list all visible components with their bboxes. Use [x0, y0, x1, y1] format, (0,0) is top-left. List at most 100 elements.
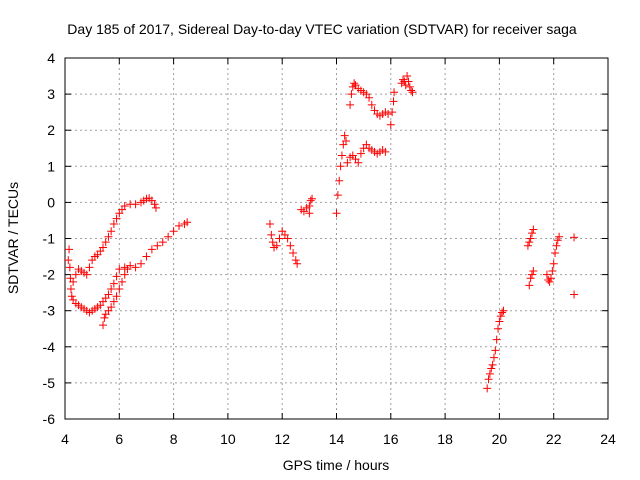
data-point: [527, 229, 536, 238]
data-point: [112, 272, 121, 281]
y-tick-label: -3: [43, 303, 56, 319]
data-point: [265, 220, 274, 229]
x-tick-label: 14: [329, 431, 345, 447]
data-point: [308, 194, 317, 203]
data-point: [545, 277, 554, 286]
data-point: [120, 270, 129, 279]
data-point: [487, 364, 496, 373]
data-point: [65, 263, 74, 272]
data-point: [354, 158, 363, 167]
y-tick-label: -1: [43, 231, 56, 247]
x-tick-label: 22: [546, 431, 562, 447]
x-tick-label: 4: [61, 431, 69, 447]
data-point: [131, 263, 140, 272]
data-point: [570, 290, 579, 299]
data-point: [525, 281, 534, 290]
data-point: [115, 265, 124, 274]
data-point: [82, 270, 91, 279]
data-point: [499, 306, 508, 315]
data-point: [489, 353, 498, 362]
data-point: [67, 292, 76, 301]
data-point: [131, 200, 140, 209]
data-point: [526, 234, 535, 243]
data-point: [123, 265, 132, 274]
data-cluster: [386, 88, 399, 129]
data-point: [408, 88, 417, 97]
data-point: [107, 227, 116, 236]
data-point: [336, 162, 345, 171]
data-point: [112, 214, 121, 223]
data-point: [367, 100, 376, 109]
data-point: [268, 238, 277, 247]
data-cluster: [265, 220, 302, 268]
data-point: [492, 335, 501, 344]
x-tick-label: 16: [383, 431, 399, 447]
data-point: [356, 149, 365, 158]
data-point: [335, 176, 344, 185]
y-tick-label: 1: [47, 158, 55, 174]
data-point: [85, 263, 94, 272]
data-point: [291, 256, 300, 265]
data-point: [272, 241, 281, 250]
data-point: [552, 241, 561, 250]
data-point: [388, 108, 397, 117]
data-point: [101, 238, 110, 247]
data-point: [332, 209, 341, 218]
data-point: [158, 238, 167, 247]
axis-ticks: [64, 57, 609, 420]
data-point: [137, 259, 146, 268]
data-cluster: [523, 225, 538, 290]
x-tick-label: 6: [115, 431, 123, 447]
data-cluster: [99, 265, 132, 330]
data-point: [107, 303, 116, 312]
y-tick-label: 2: [47, 122, 55, 138]
data-point: [365, 93, 374, 102]
data-point: [389, 97, 398, 106]
data-point: [404, 77, 413, 86]
data-point: [109, 297, 118, 306]
data-cluster: [297, 194, 317, 218]
data-point: [109, 279, 118, 288]
data-point: [407, 86, 416, 95]
data-cluster: [346, 79, 393, 120]
data-point: [546, 274, 555, 283]
y-tick-label: 3: [47, 86, 55, 102]
y-tick-label: -2: [43, 267, 56, 283]
data-point: [399, 75, 408, 84]
y-axis-title: SDTVAR / TECUs: [5, 182, 21, 294]
x-tick-label: 12: [274, 431, 290, 447]
data-point: [346, 100, 355, 109]
data-point: [491, 346, 500, 355]
data-point: [570, 233, 579, 242]
data-cluster: [397, 72, 417, 97]
data-point: [384, 109, 393, 118]
data-point: [289, 248, 298, 257]
y-tick-label: -6: [43, 411, 56, 427]
y-tick-label: 0: [47, 194, 55, 210]
data-point: [142, 252, 151, 261]
data-cluster: [570, 233, 579, 299]
data-point: [498, 308, 507, 317]
data-point: [293, 259, 302, 268]
data-point: [120, 202, 129, 211]
data-point: [390, 88, 399, 97]
data-point: [118, 277, 127, 286]
chart-title: Day 185 of 2017, Sidereal Day-to-day VTE…: [67, 21, 577, 37]
data-point: [542, 270, 551, 279]
x-tick-label: 20: [492, 431, 508, 447]
data-point: [553, 236, 562, 245]
data-point: [350, 79, 359, 88]
data-point: [343, 158, 352, 167]
data-point: [164, 232, 173, 241]
data-point: [381, 147, 390, 156]
y-tick-label: -5: [43, 375, 56, 391]
data-point: [405, 82, 414, 91]
data-point: [403, 72, 412, 81]
x-tick-label: 24: [600, 431, 616, 447]
data-point: [337, 151, 346, 160]
data-point: [100, 313, 109, 322]
data-cluster: [332, 131, 390, 218]
data-point: [488, 360, 497, 369]
